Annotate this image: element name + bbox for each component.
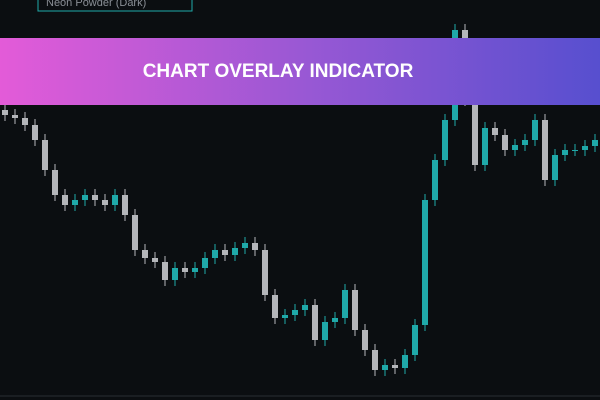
candle-body [332,318,338,322]
candle-body [182,268,188,272]
candle-body [192,268,198,272]
candle-body [62,195,68,205]
candle-body [562,150,568,155]
candle-body [352,290,358,330]
legend-label: Neon Powder (Dark) [46,0,146,9]
candle-body [292,310,298,315]
candle-body [362,330,368,350]
candle-body [122,195,128,215]
candle-body [402,355,408,368]
candle-body [502,135,508,150]
candle-body [162,262,168,280]
candle-body [102,200,108,205]
candle-body [532,120,538,140]
candle-body [302,305,308,310]
candle-body [92,195,98,200]
candle-body [522,140,528,145]
candle-body [412,325,418,355]
candle-body [372,350,378,370]
candle-body [512,145,518,150]
candle-body [2,110,8,115]
candle-body [142,250,148,258]
candle-body [252,243,258,250]
candle-body [582,146,588,150]
candle-body [202,258,208,268]
candle-body [432,160,438,200]
candle-body [82,195,88,200]
candle-body [322,322,328,340]
candle-body [32,125,38,140]
candle-body [342,290,348,318]
candle-body [572,150,578,151]
candle-body [482,128,488,165]
candle-body [212,250,218,258]
candle-body [592,140,598,146]
candle-body [492,128,498,135]
candle-body [12,115,18,118]
candle-body [552,155,558,180]
candle-body [312,305,318,340]
candle-body [272,295,278,318]
candle-body [72,200,78,205]
candle-body [112,195,118,205]
candle-body [172,268,178,280]
candle-body [542,120,548,180]
candle-body [382,365,388,370]
candle-body [442,120,448,160]
candle-body [392,365,398,368]
banner [0,38,600,105]
candle-body [132,215,138,250]
candle-body [472,100,478,165]
candle-body [152,258,158,262]
candle-body [52,170,58,195]
legend-box [37,0,193,12]
candle-body [262,250,268,295]
candle-body [422,200,428,325]
candle-body [232,248,238,255]
candle-body [282,315,288,318]
candle-body [42,140,48,170]
candle-body [242,243,248,248]
candle-body [22,118,28,125]
banner-title: CHART OVERLAY INDICATOR [143,61,414,82]
candle-body [222,250,228,255]
